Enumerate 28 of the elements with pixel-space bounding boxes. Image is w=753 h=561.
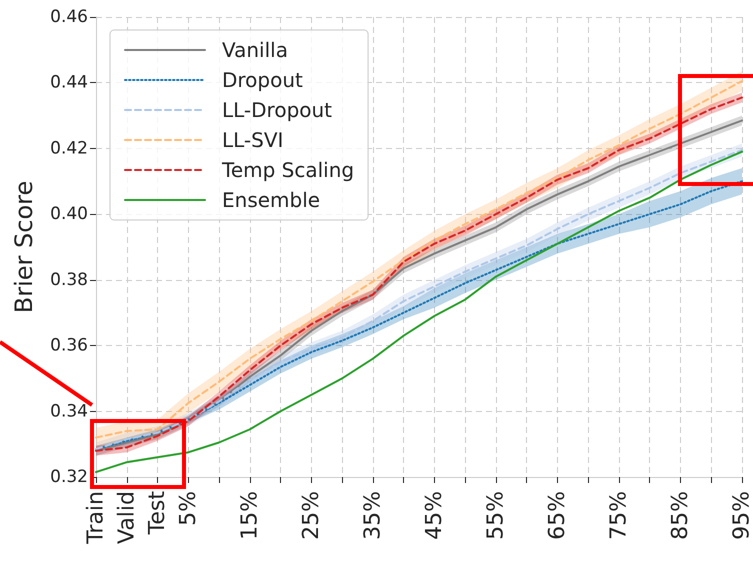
y-tick-label: 0.34: [50, 401, 88, 422]
y-tick-label: 0.46: [50, 7, 88, 27]
x-tick-label: 15%: [237, 491, 262, 540]
x-tick-label: 25%: [298, 491, 324, 540]
legend-label: Dropout: [222, 68, 304, 92]
x-tick-label: 85%: [668, 491, 693, 540]
legend-label: Vanilla: [222, 38, 288, 62]
y-tick-label: 0.32: [50, 467, 88, 487]
x-tick-label: 35%: [360, 491, 386, 540]
x-tick-label: Valid: [114, 491, 140, 544]
x-tick-label: 95%: [730, 491, 753, 540]
legend-label: LL-SVI: [222, 128, 284, 152]
y-tick-label: 0.44: [50, 72, 88, 93]
y-tick-label: 0.36: [50, 336, 88, 356]
x-tick-label: 55%: [483, 491, 508, 540]
x-tick-label: 65%: [544, 491, 570, 540]
x-tick-label: 45%: [422, 491, 447, 540]
y-tick-label: 0.42: [50, 138, 88, 158]
legend-label: LL-Dropout: [222, 98, 332, 122]
x-tick-label: Test: [145, 490, 170, 536]
y-tick-label: 0.38: [50, 270, 88, 290]
x-tick-label: 5%: [176, 491, 201, 526]
x-tick-label: Train: [84, 491, 108, 545]
legend-label: Temp Scaling: [221, 158, 354, 182]
y-tick-label: 0.40: [50, 204, 88, 224]
y-axis-title: Brier Score: [10, 180, 38, 314]
legend-label: Ensemble: [222, 188, 320, 212]
x-tick-label: 75%: [606, 491, 632, 540]
